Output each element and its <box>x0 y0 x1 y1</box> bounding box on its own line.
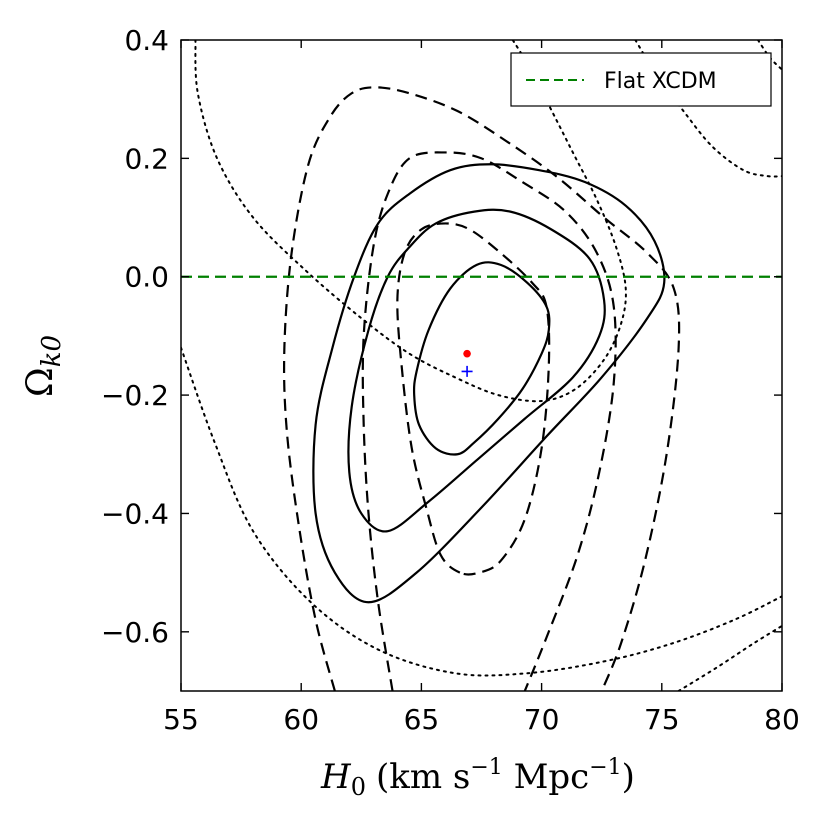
y-tick-label: −0.6 <box>101 616 169 649</box>
x-axis-symbol-subscript: 0 <box>351 773 366 801</box>
y-axis-symbol-subscript: k0 <box>37 335 67 367</box>
plot-series <box>181 40 782 691</box>
x-axis-units-middle: Mpc <box>503 757 589 797</box>
x-axis-units-exponent-2: −1 <box>589 755 621 780</box>
y-tick-label: −0.4 <box>101 497 169 530</box>
y-tick-label: 0.2 <box>124 142 169 175</box>
y-tick-label: 0.0 <box>124 261 169 294</box>
x-tick-label: 55 <box>163 703 199 736</box>
x-axis-title: H0 (km s−1 Mpc−1) <box>320 755 635 801</box>
y-tick-label: −0.2 <box>101 379 169 412</box>
best-fit-blue-plus <box>461 365 473 377</box>
contour-solid-2sigma <box>347 208 606 533</box>
contour-dotted-upper-arc <box>194 40 627 403</box>
y-tick-label: 0.4 <box>124 24 169 57</box>
x-axis-units-exponent-1: −1 <box>470 755 502 780</box>
x-tick-label: 75 <box>644 703 680 736</box>
x-tick-label: 80 <box>764 703 800 736</box>
x-axis-symbol: H <box>320 757 352 797</box>
plot-area <box>181 40 782 691</box>
legend: Flat XCDM <box>510 52 772 107</box>
contour-dashed-inner <box>396 222 551 576</box>
legend-label-flat-xcdm: Flat XCDM <box>604 69 717 94</box>
contour-dotted-lower-arc <box>181 346 782 677</box>
contour-dashed-outer <box>282 86 681 691</box>
x-axis-units: (km s <box>376 757 470 797</box>
x-tick-label: 70 <box>524 703 560 736</box>
x-axis-units-close: ) <box>622 757 635 797</box>
axis-ticks: 55 60 65 70 75 80 0.4 0.2 0.0 −0.2 −0.4 −0.6 <box>101 24 800 736</box>
contour-dashed-middle <box>361 151 617 691</box>
best-fit-red-dot <box>463 349 471 358</box>
contour-solid-3sigma <box>312 163 666 604</box>
contour-solid-1sigma <box>412 261 551 456</box>
plot-frame <box>180 39 783 692</box>
contour-dotted-bottom-right <box>677 624 782 691</box>
y-axis-title: Ωk0 <box>20 335 67 397</box>
y-axis-symbol: Ω <box>20 367 61 397</box>
x-tick-label: 65 <box>404 703 440 736</box>
x-tick-label: 60 <box>283 703 319 736</box>
